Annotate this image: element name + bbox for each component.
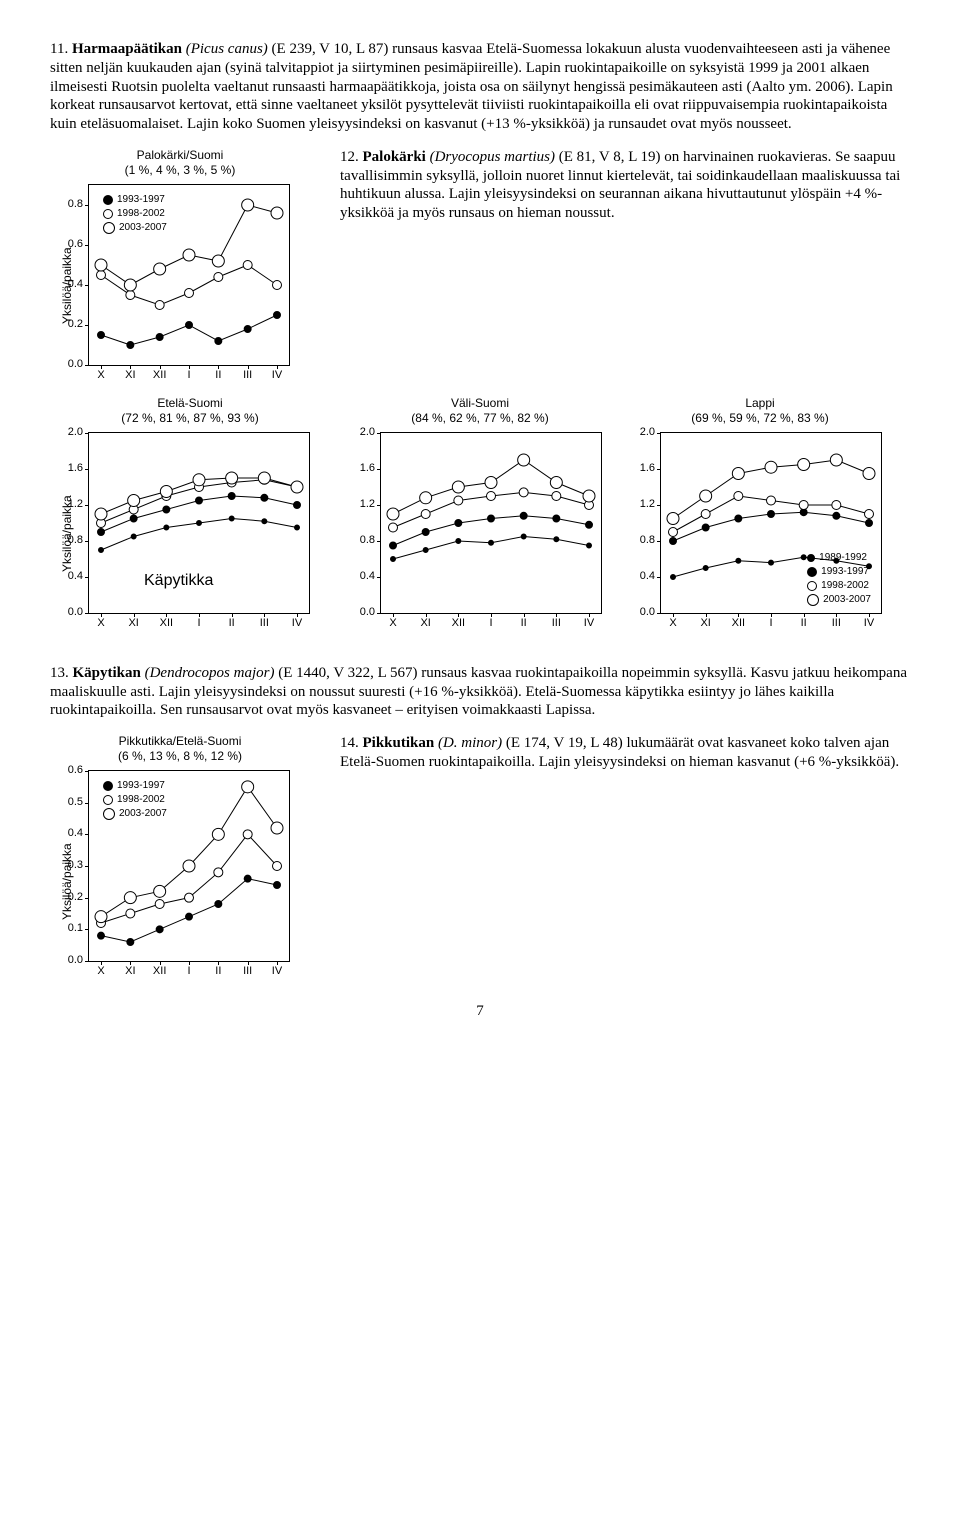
paragraph-11: 11. Harmaapäätikan (Picus canus) (E 239,… [50, 40, 910, 134]
paragraph-12: 12. Palokärki (Dryocopus martius) (E 81,… [340, 148, 910, 223]
chart-title: Palokärki/Suomi (1 %, 4 %, 3 %, 5 %) [50, 148, 310, 178]
y-axis-label: Yksilöä/paikka [60, 247, 75, 324]
species-scientific: (Dryocopus martius) [426, 149, 559, 165]
paragraph-14: 14. Pikkutikan (D. minor) (E 174, V 19, … [340, 734, 910, 772]
species-scientific: (D. minor) [434, 735, 506, 751]
chart-title: Etelä-Suomi (72 %, 81 %, 87 %, 93 %) [50, 396, 330, 426]
entry-number: 12. [340, 149, 363, 165]
chart-palokarki: Palokärki/Suomi (1 %, 4 %, 3 %, 5 %) 199… [50, 148, 310, 366]
species-name: Harmaapäätikan [72, 41, 182, 57]
page-number: 7 [50, 1002, 910, 1021]
entry-number: 11. [50, 41, 72, 57]
chart-title: Väli-Suomi (84 %, 62 %, 77 %, 82 %) [350, 396, 610, 426]
species-scientific: (Dendrocopos major) [141, 665, 278, 681]
chart-etela-suomi: Etelä-Suomi (72 %, 81 %, 87 %, 93 %) Käp… [50, 396, 330, 614]
species-scientific: (Picus canus) [182, 41, 272, 57]
species-name: Käpytikan [73, 665, 141, 681]
entry-number: 13. [50, 665, 73, 681]
chart-pikkutikka: Pikkutikka/Etelä-Suomi (6 %, 13 %, 8 %, … [50, 734, 310, 962]
species-name: Pikkutikan [363, 735, 435, 751]
inside-label: Käpytikka [144, 571, 213, 591]
y-axis-label: Yksilöä/paikka [60, 843, 75, 920]
chart-title: Lappi (69 %, 59 %, 72 %, 83 %) [630, 396, 890, 426]
y-axis-label: Yksilöä/paikka [60, 495, 75, 572]
chart-title: Pikkutikka/Etelä-Suomi (6 %, 13 %, 8 %, … [50, 734, 310, 764]
chart-lappi: Lappi (69 %, 59 %, 72 %, 83 %) 1989-1992… [630, 396, 890, 614]
entry-number: 14. [340, 735, 363, 751]
paragraph-13: 13. Käpytikan (Dendrocopos major) (E 144… [50, 664, 910, 720]
species-name: Palokärki [363, 149, 426, 165]
chart-vali-suomi: Väli-Suomi (84 %, 62 %, 77 %, 82 %) 0.00… [350, 396, 610, 614]
